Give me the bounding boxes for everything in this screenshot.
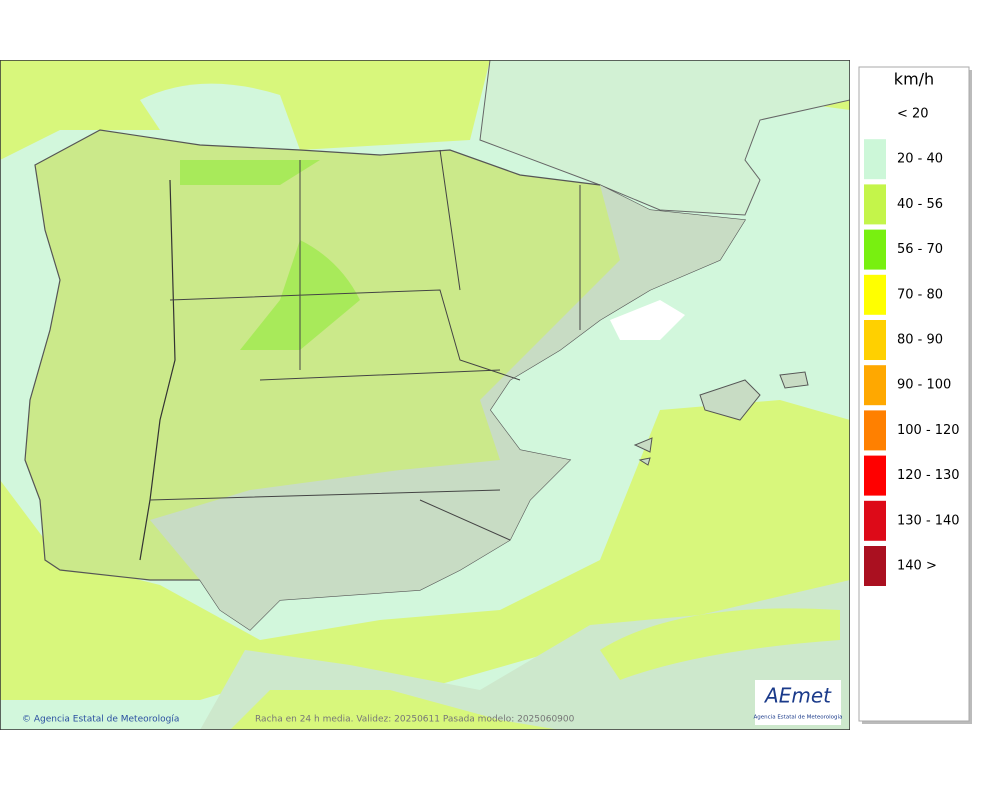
wind-zone bbox=[140, 83, 300, 150]
footer: Racha en 24 h media. Validez: 20250611 P… bbox=[255, 715, 575, 725]
legend-swatch bbox=[864, 365, 886, 406]
legend-swatch bbox=[864, 320, 886, 360]
legend-label: 100 - 120 bbox=[897, 423, 960, 438]
logo-box bbox=[755, 680, 841, 725]
legend-swatch bbox=[864, 184, 886, 225]
legend-swatch bbox=[864, 546, 886, 586]
wind-zone bbox=[0, 300, 40, 470]
legend-swatch bbox=[864, 94, 886, 134]
legend-title: km/h bbox=[894, 70, 934, 89]
legend-swatch bbox=[864, 455, 886, 496]
logo-name: AEmet bbox=[763, 684, 832, 708]
wind-zone bbox=[230, 690, 560, 730]
legend-label: 70 - 80 bbox=[897, 287, 943, 302]
calm-zone bbox=[610, 300, 685, 340]
legend-label: 130 - 140 bbox=[897, 513, 960, 528]
region-border bbox=[149, 149, 581, 541]
legend-label: 56 - 70 bbox=[897, 242, 943, 257]
legend-label: 80 - 90 bbox=[897, 333, 943, 348]
balearic-islands bbox=[633, 371, 809, 466]
relief-zone bbox=[150, 185, 745, 630]
legend-swatch bbox=[864, 410, 886, 451]
legend: km/h < 20 20 - 40 40 - 56 56 - 70 70 - 80 80 … bbox=[858, 66, 972, 724]
legend-label: 20 - 40 bbox=[897, 152, 943, 167]
legend-label: 40 - 56 bbox=[897, 197, 943, 212]
legend-swatch bbox=[864, 229, 886, 270]
legend-label: 120 - 130 bbox=[897, 468, 960, 483]
legend-swatch bbox=[864, 274, 886, 315]
legend-swatch bbox=[864, 139, 886, 180]
legend-label: < 20 bbox=[897, 107, 929, 122]
wind-zone bbox=[600, 608, 840, 680]
wind-zone-56 bbox=[180, 160, 320, 185]
copyright: © Agencia Estatal de Meteorología bbox=[22, 715, 179, 725]
france-land bbox=[479, 60, 850, 216]
map bbox=[0, 60, 850, 730]
legend-label: 90 - 100 bbox=[897, 378, 951, 393]
legend-swatch bbox=[864, 500, 886, 541]
logo-subtitle: Agencia Estatal de Meteorología bbox=[754, 714, 843, 721]
legend-label: 140 > bbox=[897, 559, 937, 574]
